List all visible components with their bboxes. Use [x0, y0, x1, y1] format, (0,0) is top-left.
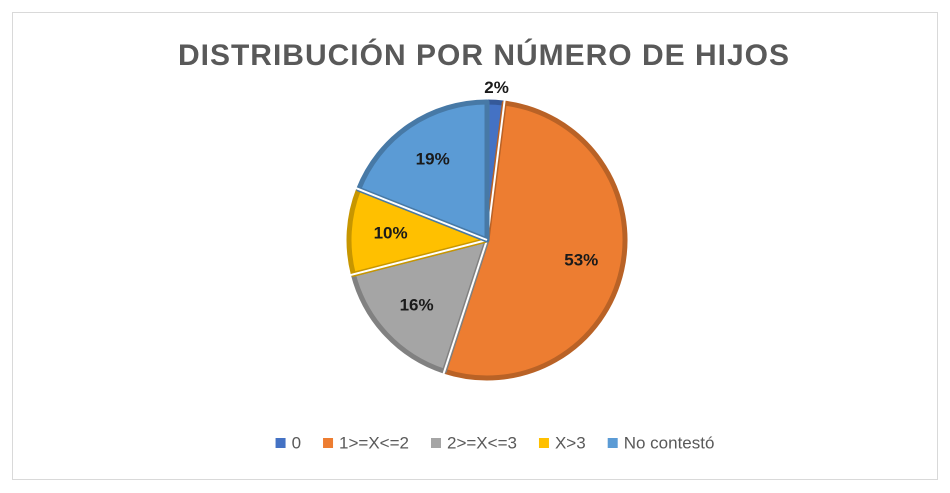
slice-gap [349, 239, 488, 277]
legend-swatch [431, 438, 441, 448]
pie-slice [356, 99, 490, 243]
pie-slice [350, 237, 490, 374]
chart-title: DISTRIBUCIÓN POR NÚMERO DE HIJOS [178, 38, 790, 72]
slice-gap [354, 186, 488, 241]
data-label: 53% [564, 251, 598, 270]
slice-gap [442, 239, 488, 376]
data-label: 16% [400, 296, 434, 315]
data-label: 2% [484, 78, 509, 97]
legend-swatch [538, 438, 549, 448]
slice-gap [486, 98, 506, 241]
legend-label: No contestó [624, 433, 715, 452]
legend-label: 0 [292, 433, 301, 452]
pie-slice [441, 100, 628, 381]
legend-label: 1>=X<=2 [339, 433, 409, 452]
legend-label: X>3 [555, 433, 586, 452]
data-label: 19% [416, 150, 450, 169]
data-label: 10% [374, 223, 408, 242]
legend-label: 2>=X<=3 [447, 433, 517, 452]
legend-swatch [275, 438, 286, 448]
legend-swatch [607, 438, 618, 448]
legend-swatch [323, 438, 334, 448]
